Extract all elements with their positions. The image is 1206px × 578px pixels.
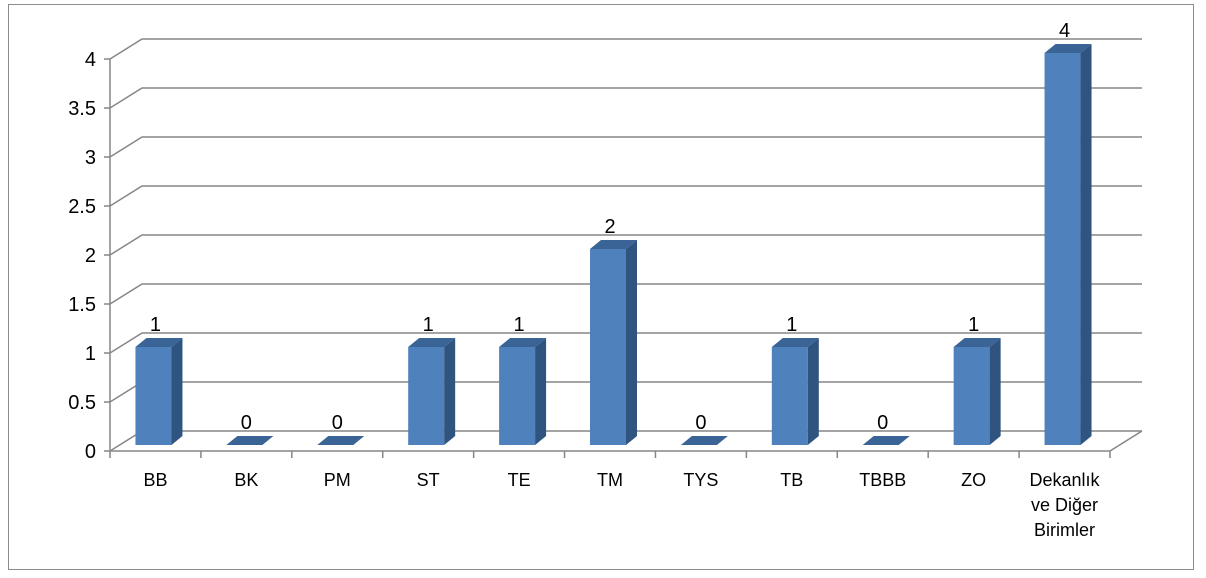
bar-top	[771, 338, 819, 347]
bar-top	[226, 436, 274, 445]
y-tick-label: 3	[85, 147, 96, 169]
bar-top	[680, 436, 728, 445]
x-tick-label: BK	[234, 470, 258, 490]
bar-side	[1080, 44, 1092, 445]
data-label: 4	[1059, 20, 1070, 42]
bar-side	[171, 338, 183, 445]
bar-top	[590, 240, 637, 249]
bar-top	[317, 436, 365, 445]
data-label: 2	[604, 216, 615, 238]
x-tick-label: TB	[780, 470, 803, 490]
x-tick-label: TM	[597, 470, 623, 490]
bar-top	[499, 338, 547, 347]
x-tick-label: BB	[143, 470, 167, 490]
x-tick-label: Dekanlık	[1030, 470, 1101, 490]
y-tick-label: 2	[85, 245, 96, 267]
x-tick-label: ST	[417, 470, 440, 490]
gridline	[109, 185, 1142, 207]
y-tick-label: 1	[85, 343, 96, 365]
data-label: 0	[877, 412, 888, 434]
axes	[104, 58, 1143, 458]
data-label: 1	[514, 314, 525, 336]
bars	[135, 44, 1092, 445]
bar-top	[862, 436, 910, 445]
bar-side	[626, 240, 637, 445]
y-tick-label: 3.5	[68, 98, 96, 120]
data-label: 1	[786, 314, 797, 336]
x-tick-label: PM	[324, 470, 351, 490]
y-tick-label: 0	[85, 441, 96, 463]
x-tick-label: ZO	[961, 470, 986, 490]
bar-top	[408, 338, 456, 347]
gridline	[109, 283, 1142, 305]
bar-side	[444, 338, 456, 445]
data-label: 1	[150, 314, 161, 336]
floor-edge	[1109, 430, 1143, 452]
bar	[1044, 53, 1081, 445]
x-tick-label: Birimler	[1034, 520, 1095, 540]
y-tick-label: 0.5	[68, 392, 96, 414]
bar-top	[135, 338, 183, 347]
data-label: 1	[968, 314, 979, 336]
y-tick-label: 1.5	[68, 294, 96, 316]
data-labels: 1 0 0 1 1 2 0 1 0 1 4	[150, 20, 1070, 434]
gridline	[109, 234, 1142, 256]
x-axis-ticks: BB BK PM ST TE TM TYS TB TBBB ZO Dekanlık ve Diğer B…	[143, 470, 1100, 540]
bar	[408, 347, 445, 445]
gridline	[109, 38, 1142, 60]
y-tick-label: 2.5	[68, 196, 96, 218]
y-tick-label: 4	[85, 49, 96, 71]
gridline	[109, 87, 1142, 109]
data-label: 0	[332, 412, 343, 434]
bar-side	[807, 338, 819, 445]
x-tick-label: TE	[508, 470, 531, 490]
bar	[953, 347, 990, 445]
bar-side	[989, 338, 1001, 445]
x-tick-label: TBBB	[859, 470, 906, 490]
x-tick-label: TYS	[683, 470, 718, 490]
gridline	[109, 332, 1142, 354]
bar	[771, 347, 808, 445]
bar	[499, 347, 536, 445]
bar-side	[535, 338, 547, 445]
data-label: 0	[695, 412, 706, 434]
bar-top	[1044, 44, 1092, 53]
y-axis-ticks: 0 0.5 1 1.5 2 2.5 3 3.5 4	[68, 49, 96, 463]
bar	[590, 249, 626, 445]
data-label: 1	[423, 314, 434, 336]
x-tick-label: ve Diğer	[1031, 495, 1098, 515]
bar-top	[953, 338, 1001, 347]
gridline	[109, 136, 1142, 158]
data-label: 0	[241, 412, 252, 434]
bar	[135, 347, 172, 445]
